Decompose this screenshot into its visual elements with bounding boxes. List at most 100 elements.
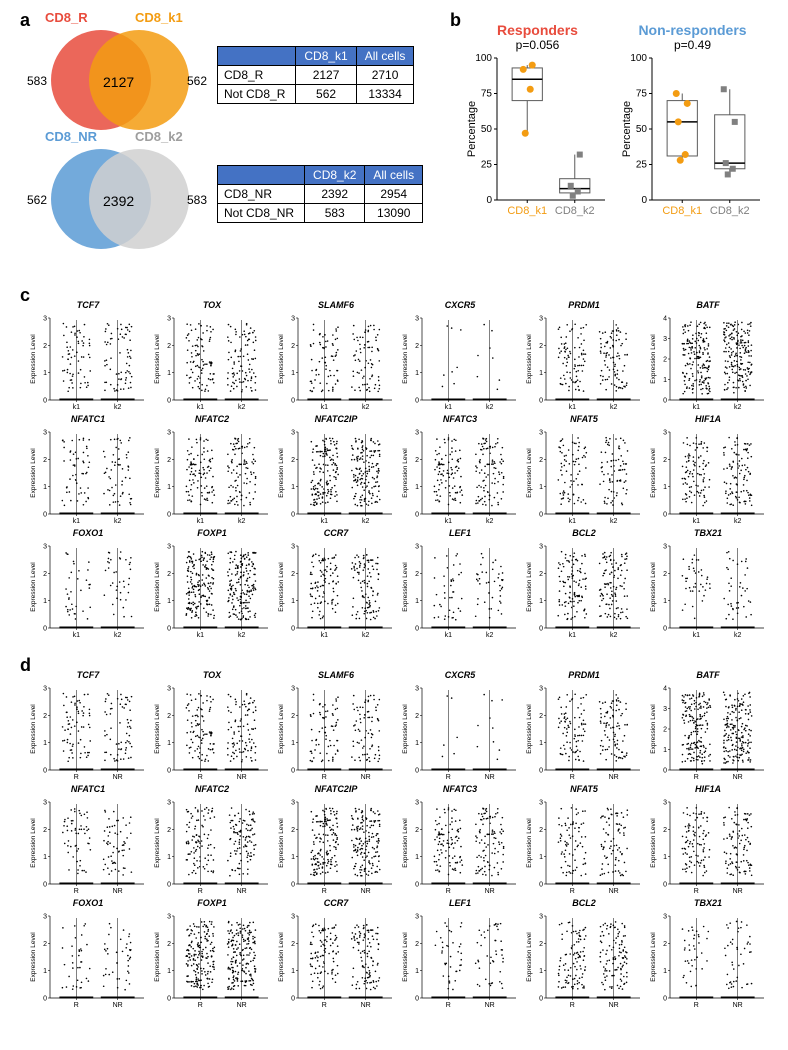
svg-text:3: 3: [167, 430, 171, 437]
svg-text:k1: k1: [569, 404, 577, 411]
table-bottom-r0c0: CD8_NR: [218, 184, 305, 203]
venn-bottom: CD8_NR CD8_k2 562 2392 583: [35, 141, 205, 246]
gene-title-NFATC2: NFATC2: [152, 784, 272, 794]
svg-text:1: 1: [43, 854, 47, 861]
svg-text:CD8_k2: CD8_k2: [554, 205, 594, 217]
svg-text:2: 2: [663, 457, 667, 464]
svg-text:3: 3: [415, 430, 419, 437]
svg-text:k2: k2: [114, 632, 122, 639]
svg-text:k2: k2: [114, 404, 122, 411]
svg-text:100: 100: [475, 54, 492, 64]
svg-text:2: 2: [415, 457, 419, 464]
svg-text:1: 1: [167, 370, 171, 377]
table-bottom-r1c2: 13090: [365, 203, 423, 222]
svg-text:2: 2: [167, 571, 171, 578]
svg-text:2: 2: [291, 457, 295, 464]
svg-text:Expression Level: Expression Level: [278, 704, 285, 754]
gene-title-FOXO1: FOXO1: [28, 898, 148, 908]
gene-title-BCL2: BCL2: [524, 528, 644, 538]
svg-text:k1: k1: [73, 632, 81, 639]
svg-text:0: 0: [641, 195, 647, 206]
table-top-h0: [218, 46, 296, 65]
svg-text:1: 1: [43, 370, 47, 377]
gene-title-HIF1A: HIF1A: [648, 784, 768, 794]
svg-text:25: 25: [635, 160, 647, 171]
svg-text:3: 3: [415, 316, 419, 323]
svg-text:0: 0: [291, 626, 295, 633]
svg-text:k2: k2: [362, 404, 370, 411]
svg-text:CD8_k1: CD8_k1: [507, 205, 547, 217]
svg-text:2: 2: [539, 343, 543, 350]
svg-text:1: 1: [415, 370, 419, 377]
scatter-PRDM1: PRDM10123Expression Levelk1k2: [524, 300, 644, 410]
scatter-NFATC3: NFATC30123Expression LevelRNR: [400, 784, 520, 894]
svg-text:0: 0: [415, 768, 419, 775]
svg-text:k1: k1: [197, 404, 205, 411]
gene-title-NFATC1: NFATC1: [28, 784, 148, 794]
table-bottom-r1c1: 583: [305, 203, 365, 222]
scatter-NFATC2: NFATC20123Expression LevelRNR: [152, 784, 272, 894]
svg-text:0: 0: [43, 398, 47, 405]
svg-text:k2: k2: [238, 518, 246, 525]
scatter-TOX: TOX0123Expression Levelk1k2: [152, 300, 272, 410]
scatter-NFATC1: NFATC10123Expression Levelk1k2: [28, 414, 148, 524]
svg-text:0: 0: [663, 512, 667, 519]
svg-text:3: 3: [291, 686, 295, 693]
gene-title-HIF1A: HIF1A: [648, 414, 768, 424]
venn-top-left-label: CD8_R: [45, 10, 88, 25]
svg-text:Expression Level: Expression Level: [650, 704, 657, 754]
scatter-grid-d: TCF70123Expression LevelRNRTOX0123Expres…: [28, 670, 768, 1008]
svg-text:R: R: [74, 888, 79, 895]
svg-text:1: 1: [167, 740, 171, 747]
svg-text:2: 2: [663, 727, 667, 734]
scatter-NFATC2IP: NFATC2IP0123Expression Levelk1k2: [276, 414, 396, 524]
svg-text:k1: k1: [73, 404, 81, 411]
svg-text:0: 0: [291, 768, 295, 775]
svg-text:k1: k1: [569, 632, 577, 639]
svg-text:1: 1: [663, 377, 667, 384]
svg-text:2: 2: [43, 343, 47, 350]
svg-text:0: 0: [167, 768, 171, 775]
svg-text:4: 4: [663, 686, 667, 693]
table-bottom-r0c1: 2392: [305, 184, 365, 203]
table-bottom-h0: [218, 165, 305, 184]
table-bottom-h1: CD8_k2: [305, 165, 365, 184]
svg-text:R: R: [446, 774, 451, 781]
svg-text:1: 1: [43, 598, 47, 605]
table-top-r1c0: Not CD8_R: [218, 84, 296, 103]
scatter-FOXO1: FOXO10123Expression LevelRNR: [28, 898, 148, 1008]
scatter-NFAT5: NFAT50123Expression LevelRNR: [524, 784, 644, 894]
svg-text:1: 1: [415, 740, 419, 747]
gene-title-TCF7: TCF7: [28, 300, 148, 310]
svg-text:Expression Level: Expression Level: [154, 448, 161, 498]
svg-text:R: R: [570, 774, 575, 781]
svg-text:R: R: [198, 774, 203, 781]
svg-text:k1: k1: [73, 518, 81, 525]
svg-text:75: 75: [635, 89, 647, 100]
svg-text:3: 3: [291, 316, 295, 323]
svg-text:0: 0: [43, 768, 47, 775]
svg-text:Expression Level: Expression Level: [278, 334, 285, 384]
svg-text:2: 2: [291, 343, 295, 350]
scatter-SLAMF6: SLAMF60123Expression Levelk1k2: [276, 300, 396, 410]
svg-text:1: 1: [291, 370, 295, 377]
scatter-HIF1A: HIF1A0123Expression Levelk1k2: [648, 414, 768, 524]
table-bottom-r0c2: 2954: [365, 184, 423, 203]
gene-title-PRDM1: PRDM1: [524, 670, 644, 680]
gene-title-TBX21: TBX21: [648, 898, 768, 908]
table-bottom-h2: All cells: [365, 165, 423, 184]
svg-text:k1: k1: [197, 632, 205, 639]
svg-text:Expression Level: Expression Level: [650, 448, 657, 498]
svg-text:2: 2: [43, 571, 47, 578]
gene-title-BATF: BATF: [648, 670, 768, 680]
svg-text:k2: k2: [114, 518, 122, 525]
svg-text:3: 3: [539, 544, 543, 551]
panel-a: CD8_R CD8_k1 583 2127 562 CD8_k1 All cel…: [35, 22, 435, 260]
svg-text:0: 0: [43, 626, 47, 633]
boxplot-responders: Responders p=0.056 0255075100PercentageC…: [460, 22, 615, 224]
svg-text:3: 3: [415, 686, 419, 693]
svg-text:3: 3: [663, 336, 667, 343]
table-top-r0c2: 2710: [356, 65, 414, 84]
gene-title-BCL2: BCL2: [524, 898, 644, 908]
svg-text:1: 1: [167, 484, 171, 491]
